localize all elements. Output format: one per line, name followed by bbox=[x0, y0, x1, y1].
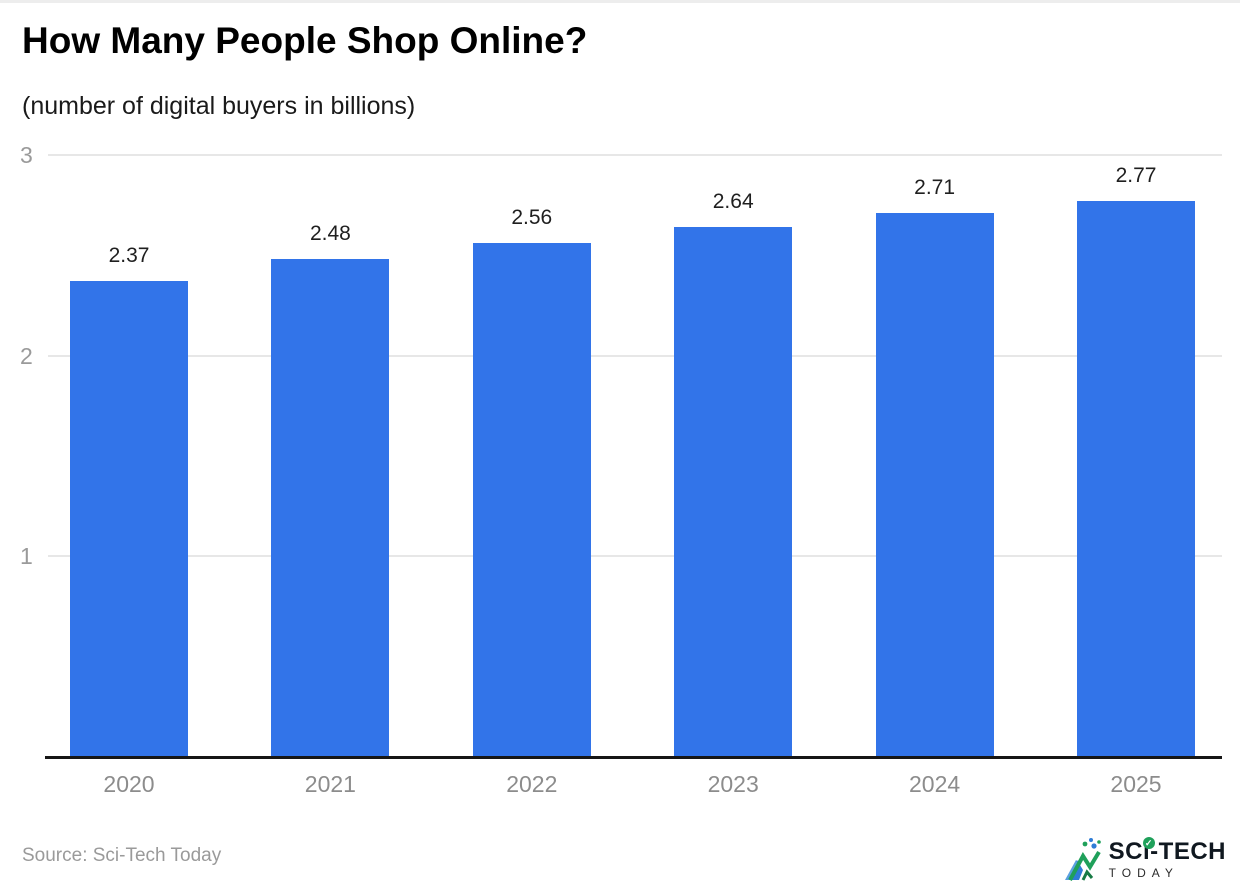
bar-2021 bbox=[271, 259, 390, 757]
y-axis-tick-label: 3 bbox=[20, 141, 33, 168]
check-icon: ✓ bbox=[1142, 836, 1155, 849]
sci-tech-today-logo: SCi-TECH ✓ TODAY bbox=[1063, 834, 1226, 884]
bar-value-label-2025: 2.77 bbox=[1115, 164, 1157, 188]
x-axis-tick-label-2025: 2025 bbox=[1110, 771, 1162, 797]
y-axis-tick-label: 1 bbox=[20, 543, 33, 570]
gridline-y3 bbox=[48, 153, 1222, 156]
x-axis-tick-label-2024: 2024 bbox=[909, 771, 961, 797]
bar-value-label-2020: 2.37 bbox=[108, 244, 150, 268]
bar-2020 bbox=[70, 281, 188, 757]
sci-tech-logo-mountain-icon bbox=[1064, 838, 1101, 881]
x-axis-tick-label-2022: 2022 bbox=[506, 771, 558, 797]
x-axis-tick-label-2021: 2021 bbox=[304, 771, 356, 797]
y-axis-tick-label: 2 bbox=[20, 342, 33, 369]
logo-subword: TODAY bbox=[1108, 865, 1179, 880]
logo-text: SCi-TECH ✓ TODAY bbox=[1108, 836, 1226, 880]
bar-value-label-2021: 2.48 bbox=[309, 222, 351, 246]
x-axis-tick-label-2023: 2023 bbox=[707, 771, 759, 797]
x-axis-tick-label-2020: 2020 bbox=[103, 771, 155, 797]
bar-value-label-2022: 2.56 bbox=[511, 206, 553, 230]
chart-title: How Many People Shop Online? bbox=[22, 20, 588, 61]
logo-wordmark: SCi-TECH bbox=[1108, 837, 1226, 865]
bar-2024 bbox=[875, 213, 994, 757]
x-axis-baseline bbox=[45, 756, 1222, 759]
top-border-divider bbox=[0, 0, 1240, 3]
bar-2022 bbox=[472, 243, 591, 757]
bar-2023 bbox=[674, 227, 793, 757]
chart-subtitle: (number of digital buyers in billions) bbox=[22, 92, 416, 120]
bar-value-label-2024: 2.71 bbox=[914, 176, 956, 200]
gridline-y2 bbox=[48, 354, 1222, 357]
bar-value-label-2023: 2.64 bbox=[712, 190, 754, 214]
bar-2025 bbox=[1077, 201, 1195, 757]
source-note: Source: Sci-Tech Today bbox=[22, 845, 222, 866]
gridline-y1 bbox=[48, 555, 1222, 558]
